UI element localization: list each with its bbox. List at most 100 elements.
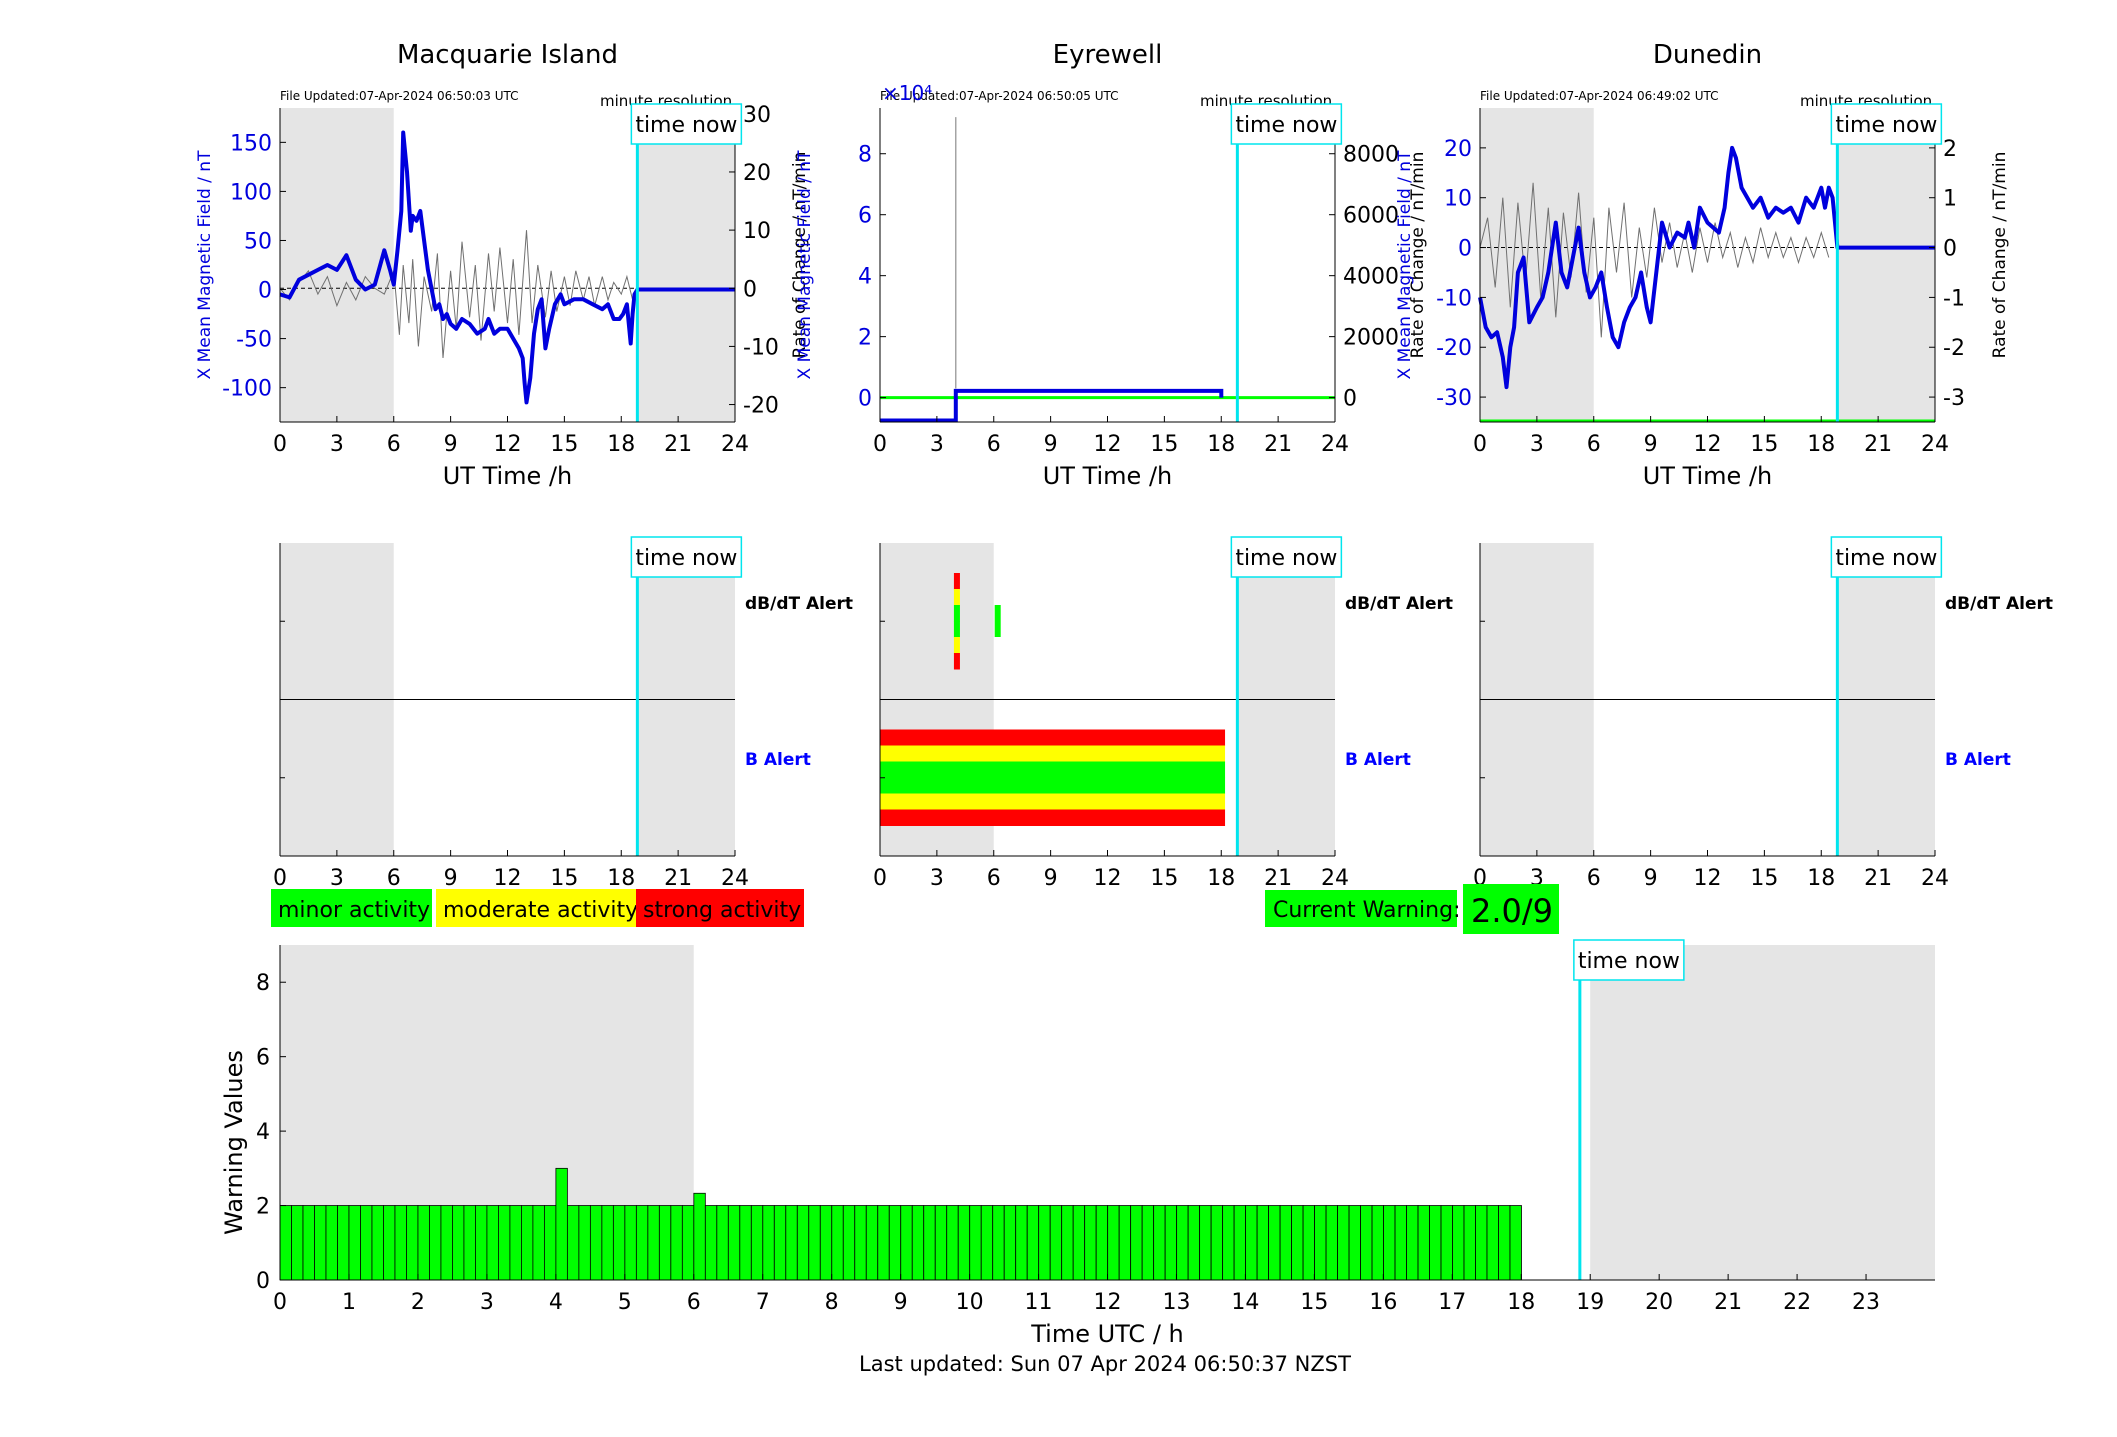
y-tick-label-right: 4000 — [1343, 265, 1399, 290]
warning-bar — [1291, 1205, 1304, 1281]
warning-bar — [498, 1205, 511, 1281]
dbdt-alert-band — [953, 589, 960, 606]
x-tick-label: 12 — [494, 432, 522, 457]
y-tick-label: 0 — [256, 1269, 270, 1294]
x-tick-label: 12 — [1094, 1290, 1122, 1315]
warning-values-chart: 0 1 2 3 4 5 6 7 8 9 10 11 12 13 14 15 16 17 18 19 20 21 22 2302… — [220, 945, 1935, 1348]
y-tick-label-right: 0 — [1943, 237, 1957, 262]
warning-bar — [716, 1205, 729, 1281]
warning-bar — [624, 1205, 637, 1281]
time-now-box — [1573, 939, 1685, 981]
warning-bar — [992, 1205, 1005, 1281]
b-alert-label: B Alert — [1945, 750, 2011, 770]
warning-bar — [831, 1205, 844, 1281]
y-tick-label-right: 1 — [1943, 187, 1957, 212]
warning-bar — [1072, 1205, 1086, 1281]
time-now-box — [1230, 536, 1343, 578]
warning-bar — [612, 1205, 626, 1281]
warning-bar — [946, 1205, 959, 1281]
warning-bar — [1394, 1205, 1407, 1281]
y-axis-label-right: Rate of Change / nT/min — [1408, 152, 1428, 359]
x-tick-label: 10 — [956, 1290, 984, 1315]
x-tick-label: 21 — [1264, 866, 1292, 891]
y-tick-label-right: -2 — [1943, 336, 1965, 361]
x-tick-label: 15 — [550, 866, 578, 891]
warning-bar — [1314, 1205, 1327, 1281]
x-tick-label: 0 — [273, 1290, 287, 1315]
file-updated: File Updated:07-Apr-2024 06:50:03 UTC — [280, 89, 519, 103]
warning-bar — [819, 1205, 833, 1281]
warning-bar — [1107, 1205, 1120, 1281]
dbdt-alert-label: dB/dT Alert — [745, 594, 853, 614]
time-now-marker: time now — [1230, 103, 1343, 145]
x-tick-label: 15 — [550, 432, 578, 457]
dbdt-alert-band — [953, 605, 960, 622]
night-shading — [638, 108, 735, 422]
warning-bar — [406, 1205, 419, 1281]
warning-bar — [1256, 1205, 1270, 1281]
current-warning-label: Current Warning: — [1273, 898, 1460, 923]
x-tick-label: 3 — [330, 866, 344, 891]
x-axis-label: UT Time /h — [1043, 462, 1173, 490]
rate-series — [1479, 182, 1830, 338]
warning-bar — [1302, 1205, 1315, 1281]
legend-moderate-label: moderate activity — [443, 898, 638, 923]
chart-title: Macquarie Island — [397, 40, 618, 70]
warning-bar — [555, 1167, 568, 1281]
warning-bar — [1187, 1205, 1201, 1281]
b-alert-label: B Alert — [745, 750, 811, 770]
x-tick-label: 18 — [1207, 866, 1235, 891]
time-now-label: time now — [1835, 113, 1937, 138]
warning-bar — [532, 1205, 545, 1281]
time-now-label: time now — [635, 546, 737, 571]
warning-bar — [1440, 1205, 1453, 1281]
y-tick-label-right: -20 — [743, 394, 779, 419]
time-now-label: time now — [1578, 949, 1680, 974]
x-tick-label: 24 — [721, 866, 749, 891]
b-alert-band — [880, 745, 1226, 762]
current-warning-value: 2.0/9 — [1471, 892, 1553, 930]
y-tick-label-left: 0 — [1458, 237, 1472, 262]
x-tick-label: 21 — [1864, 432, 1892, 457]
warning-bar — [635, 1205, 649, 1281]
x-tick-label: 9 — [444, 866, 458, 891]
x-tick-label: 18 — [607, 432, 635, 457]
warning-bar — [670, 1205, 683, 1281]
dbdt-alert-band — [953, 573, 960, 590]
time-now-label: time now — [1235, 546, 1337, 571]
y-tick-label-left: 6 — [858, 204, 872, 229]
y-tick-label-right: -1 — [1943, 286, 1965, 311]
x-tick-label: 0 — [1473, 432, 1487, 457]
warning-bar — [578, 1205, 591, 1281]
x-tick-label: 0 — [273, 432, 287, 457]
legend-minor-swatch — [271, 889, 432, 927]
warning-bar — [900, 1205, 913, 1281]
x-tick-label: 6 — [987, 432, 1001, 457]
dbdt-alert-label: dB/dT Alert — [1945, 594, 2053, 614]
warning-bar — [1337, 1205, 1350, 1281]
y-tick-label-left: 2 — [858, 326, 872, 351]
warning-bar — [1371, 1205, 1384, 1281]
warning-bar — [589, 1205, 603, 1281]
warning-bar — [440, 1205, 453, 1281]
y-tick-label-right: 2000 — [1343, 326, 1399, 351]
warning-bar — [1509, 1205, 1522, 1281]
x-tick-label: 0 — [873, 432, 887, 457]
warning-bar — [681, 1205, 695, 1281]
x-tick-label: 15 — [1750, 432, 1778, 457]
warning-bar — [1118, 1205, 1132, 1281]
current-warning-label-box — [1265, 890, 1457, 927]
x-tick-label: 18 — [1807, 432, 1835, 457]
warning-bar — [739, 1205, 752, 1281]
x-tick-label: 3 — [330, 432, 344, 457]
warning-bar — [417, 1205, 430, 1281]
warning-bar — [314, 1205, 327, 1281]
legend: minor activity moderate activity strong … — [271, 889, 804, 927]
warning-bar — [796, 1205, 810, 1281]
warning-bar — [865, 1205, 879, 1281]
x-tick-label: 17 — [1438, 1290, 1466, 1315]
warning-bar — [911, 1205, 925, 1281]
y-axis-label-right: Rate of Change / nT/min — [1990, 152, 2010, 359]
